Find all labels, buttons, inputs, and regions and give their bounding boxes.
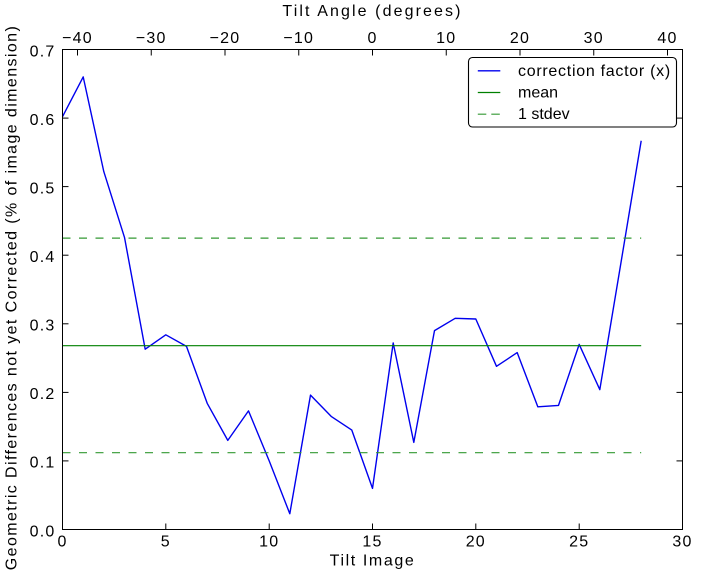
svg-text:−30: −30 — [136, 30, 167, 47]
svg-text:−20: −20 — [210, 30, 241, 47]
svg-text:1 stdev: 1 stdev — [518, 106, 570, 123]
svg-text:0.0: 0.0 — [30, 523, 56, 540]
svg-text:20: 20 — [510, 30, 530, 47]
svg-text:−40: −40 — [62, 30, 93, 47]
svg-text:−10: −10 — [283, 30, 314, 47]
svg-text:0.6: 0.6 — [30, 112, 56, 129]
svg-text:10: 10 — [259, 534, 279, 551]
svg-text:Tilt Angle (degrees): Tilt Angle (degrees) — [282, 3, 462, 20]
svg-text:0.2: 0.2 — [30, 386, 56, 403]
svg-text:0: 0 — [367, 30, 377, 47]
svg-text:Geometric Differences not yet: Geometric Differences not yet Corrected … — [4, 25, 21, 570]
svg-text:mean: mean — [518, 85, 558, 102]
svg-text:0.3: 0.3 — [30, 318, 56, 335]
svg-text:30: 30 — [672, 534, 692, 551]
svg-text:15: 15 — [362, 534, 382, 551]
svg-text:40: 40 — [657, 30, 677, 47]
svg-text:Tilt Image: Tilt Image — [330, 553, 416, 570]
svg-text:0.1: 0.1 — [30, 455, 56, 472]
svg-text:0: 0 — [57, 534, 67, 551]
svg-text:0.7: 0.7 — [30, 43, 56, 60]
svg-text:0.5: 0.5 — [30, 180, 56, 197]
svg-text:20: 20 — [466, 534, 486, 551]
svg-text:30: 30 — [584, 30, 604, 47]
svg-text:5: 5 — [161, 534, 171, 551]
svg-text:25: 25 — [569, 534, 589, 551]
svg-text:0.4: 0.4 — [30, 249, 56, 266]
svg-text:10: 10 — [436, 30, 456, 47]
svg-text:correction factor (x): correction factor (x) — [518, 63, 671, 80]
